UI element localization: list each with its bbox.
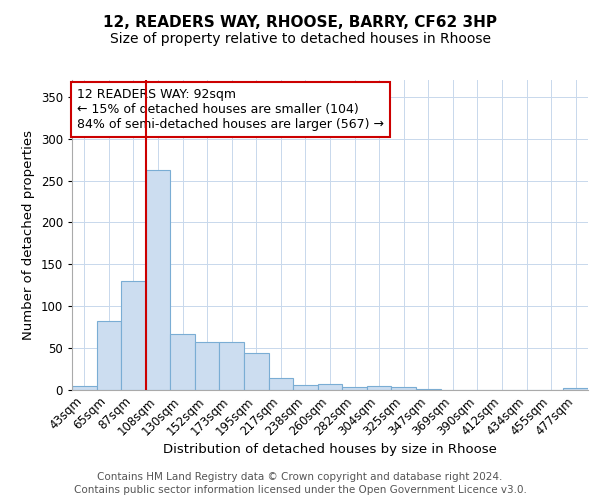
Text: Contains public sector information licensed under the Open Government Licence v3: Contains public sector information licen… bbox=[74, 485, 526, 495]
Bar bbox=[293, 385, 318, 390]
Text: 12, READERS WAY, RHOOSE, BARRY, CF62 3HP: 12, READERS WAY, RHOOSE, BARRY, CF62 3HP bbox=[103, 15, 497, 30]
Text: Size of property relative to detached houses in Rhoose: Size of property relative to detached ho… bbox=[110, 32, 491, 46]
X-axis label: Distribution of detached houses by size in Rhoose: Distribution of detached houses by size … bbox=[163, 444, 497, 456]
Y-axis label: Number of detached properties: Number of detached properties bbox=[22, 130, 35, 340]
Bar bbox=[195, 342, 220, 390]
Bar bbox=[342, 386, 367, 390]
Bar bbox=[367, 386, 391, 390]
Bar bbox=[146, 170, 170, 390]
Bar bbox=[318, 384, 342, 390]
Bar bbox=[269, 378, 293, 390]
Bar bbox=[121, 281, 146, 390]
Bar bbox=[72, 386, 97, 390]
Bar bbox=[220, 342, 244, 390]
Text: Contains HM Land Registry data © Crown copyright and database right 2024.: Contains HM Land Registry data © Crown c… bbox=[97, 472, 503, 482]
Bar bbox=[563, 388, 588, 390]
Bar bbox=[416, 389, 440, 390]
Bar bbox=[244, 353, 269, 390]
Bar bbox=[391, 388, 416, 390]
Bar bbox=[97, 322, 121, 390]
Text: 12 READERS WAY: 92sqm
← 15% of detached houses are smaller (104)
84% of semi-det: 12 READERS WAY: 92sqm ← 15% of detached … bbox=[77, 88, 384, 130]
Bar bbox=[170, 334, 195, 390]
